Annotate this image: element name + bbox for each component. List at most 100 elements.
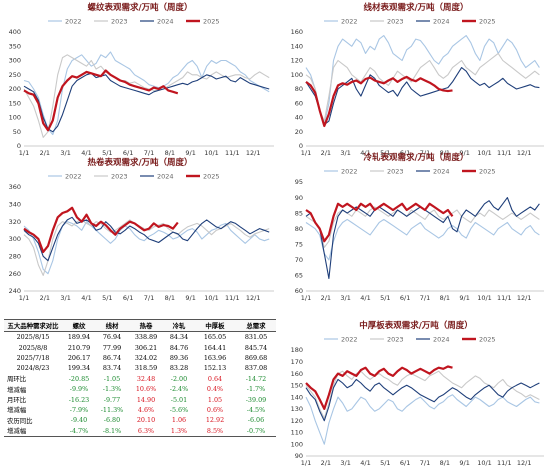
y-tick-label: 20	[295, 128, 303, 136]
table-cell: 84.34	[169, 333, 189, 342]
legend-label-2023: 2023	[387, 17, 404, 25]
table-row-label: 增减幅	[4, 425, 62, 437]
series-line-2024	[305, 378, 540, 422]
x-tick-label: 2/1	[40, 149, 50, 157]
chart-svg: 冷轧表观需求/万吨（周度） 2022 2023 2024 2025 60 65 70 75 80 8…	[295, 152, 544, 302]
y-tick-label: 400	[9, 28, 21, 36]
y-tick-label: 110	[291, 429, 303, 437]
x-tick-label: 1/1	[301, 294, 311, 302]
table-cell: -11.3%	[100, 405, 124, 414]
x-tick-label: 10/1	[204, 294, 219, 302]
y-tick-label: 100	[9, 114, 21, 122]
legend-label-2022: 2022	[341, 17, 358, 25]
x-tick-label: 2/1	[321, 294, 331, 302]
x-tick-label: 5/1	[102, 294, 112, 302]
x-tick-label: 7/1	[144, 149, 154, 157]
x-tick-label: 7/1	[420, 149, 430, 157]
table-row-label: 增减幅	[7, 406, 27, 415]
y-tick-label: 260	[9, 270, 21, 278]
legend-label-2025: 2025	[203, 17, 220, 25]
y-tick-label: 240	[9, 287, 21, 295]
series-line-2022	[305, 218, 540, 261]
table-cell: 4.6%	[137, 405, 155, 414]
table-cell: -1.3%	[102, 385, 122, 394]
x-tick-label: 8/1	[440, 294, 450, 302]
x-tick-label: 11/1	[497, 459, 512, 467]
legend-label-2023: 2023	[387, 335, 404, 343]
x-tick-label: 8/1	[440, 459, 450, 467]
table-cell: 6.3%	[128, 425, 164, 437]
table-cell: 210.79	[67, 343, 91, 352]
table-header-cell: 中厚板	[194, 319, 236, 332]
y-tick-label: 300	[9, 57, 21, 65]
table-row-label: 2025/7/18	[16, 353, 50, 362]
x-tick-label: 2/1	[40, 294, 50, 302]
table-cell: 1.3%	[164, 425, 194, 437]
series-line-2024	[23, 72, 270, 133]
x-tick-label: 8/1	[165, 149, 175, 157]
table-header-cell: 线材	[96, 319, 128, 332]
x-tick-label: 4/1	[360, 459, 370, 467]
table-row: 周环比 -20.85 -1.05 32.48 -2.00 0.64 -14.72	[4, 374, 276, 384]
x-tick-label: 9/1	[459, 149, 469, 157]
table-row: 增减幅 -4.7% -8.1% 6.3% 1.3% 8.5% -0.7%	[4, 425, 276, 437]
y-tick-label: 120	[291, 57, 303, 65]
legend-label-2025: 2025	[479, 167, 496, 175]
table-row: 2025/7/18 206.17 86.74 324.02 89.36 163.96 869…	[4, 353, 276, 363]
y-tick-label: 90	[295, 452, 303, 460]
series-line-2025	[305, 75, 453, 128]
x-tick-label: 6/1	[123, 294, 133, 302]
table-cell: 14.90	[136, 395, 156, 404]
table-cell: -6.80	[103, 416, 121, 425]
y-tick-label: 0	[17, 142, 21, 150]
x-tick-label: 9/1	[185, 294, 195, 302]
x-tick-label: 10/1	[477, 459, 492, 467]
table-cell: -4.7%	[62, 425, 96, 437]
table-cell: 324.02	[134, 353, 158, 362]
y-tick-label: 80	[295, 85, 303, 93]
table-row-label: 2025/8/15	[16, 333, 50, 342]
table-cell: 76.94	[102, 333, 122, 342]
chart-title: 热卷表观需求/万吨（周度）	[87, 157, 192, 168]
table-cell: 89.36	[169, 353, 189, 362]
y-tick-label: 170	[291, 358, 303, 366]
chart-svg: 线材表观需求/万吨（周度） 2022 2023 2024 2025 0 20 40 60 80 10…	[291, 2, 544, 157]
table-cell: -8.1%	[96, 425, 128, 437]
y-tick-label: 60	[295, 287, 303, 295]
y-tick-label: 360	[9, 183, 21, 191]
series-line-2025	[23, 69, 179, 132]
table-cell: -2.00	[170, 374, 188, 383]
series-line-2022	[23, 51, 270, 136]
y-tick-label: 95	[295, 178, 303, 186]
y-tick-label: 65	[295, 272, 303, 280]
x-tick-label: 11/1	[497, 149, 512, 157]
table-row: 增减幅 -7.9% -11.3% 4.6% -5.6% 0.6% -4.5%	[4, 405, 276, 415]
x-tick-label: 7/1	[420, 294, 430, 302]
legend-label-2024: 2024	[157, 172, 174, 180]
table-cell: -9.9%	[69, 385, 89, 394]
y-tick-label: 320	[9, 218, 21, 226]
x-tick-label: 4/1	[81, 294, 91, 302]
table-row-label: 月环比	[7, 396, 27, 405]
table-cell: 306.21	[134, 343, 158, 352]
y-tick-label: 100	[291, 440, 303, 448]
x-tick-label: 3/1	[60, 294, 70, 302]
legend-label-2025: 2025	[479, 335, 496, 343]
table-cell: 869.68	[244, 353, 268, 362]
table-cell: -14.72	[245, 374, 267, 383]
x-tick-label: 12/1	[246, 149, 261, 157]
table-cell: -2.4%	[169, 385, 189, 394]
y-tick-label: 150	[9, 99, 21, 107]
series-line-2023	[23, 54, 270, 138]
table-row: 2025/8/8 210.79 77.99 306.21 84.76 164.41 845.…	[4, 342, 276, 352]
table-header-cell: 热卷	[128, 319, 164, 332]
table-cell: -5.6%	[169, 405, 189, 414]
table-cell: 1.05	[207, 395, 223, 404]
x-tick-label: 8/1	[440, 149, 450, 157]
x-tick-label: 10/1	[204, 149, 219, 157]
chart-title: 冷轧表观需求/万吨（周度）	[363, 152, 468, 163]
table-cell: 83.28	[169, 364, 189, 373]
y-tick-label: 200	[9, 85, 21, 93]
x-tick-label: 2/1	[321, 149, 331, 157]
y-tick-label: 130	[291, 405, 303, 413]
